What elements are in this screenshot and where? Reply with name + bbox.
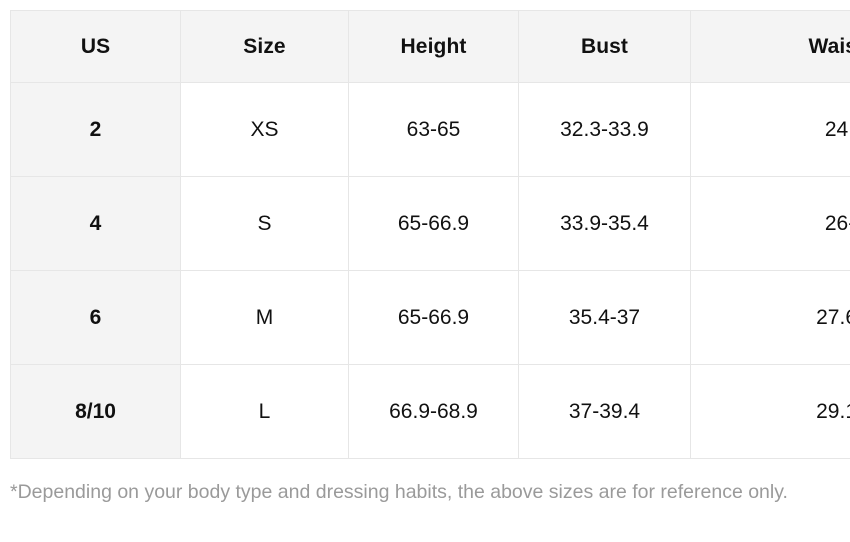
column-header-waist: Waist Size	[690, 10, 850, 83]
column-header-height: Height	[348, 10, 519, 83]
column-header-size: Size	[180, 10, 349, 83]
size-chart-header: US Size Height Bust Waist Size	[10, 10, 850, 83]
cell-bust: 32.3-33.9	[518, 82, 691, 177]
cell-height: 65-66.9	[348, 176, 519, 271]
cell-bust: 37-39.4	[518, 364, 691, 459]
cell-size: S	[180, 176, 349, 271]
cell-size: M	[180, 270, 349, 365]
table-header-row: US Size Height Bust Waist Size	[10, 10, 850, 83]
cell-waist: 29.1-31.5	[690, 364, 850, 459]
cell-us: 6	[10, 270, 181, 365]
column-header-us: US	[10, 10, 181, 83]
table-row: 2 XS 63-65 32.3-33.9 24.4-26	[10, 82, 850, 177]
cell-height: 65-66.9	[348, 270, 519, 365]
cell-size: L	[180, 364, 349, 459]
cell-bust: 35.4-37	[518, 270, 691, 365]
cell-waist: 24.4-26	[690, 82, 850, 177]
size-chart-container: US Size Height Bust Waist Size 2 XS 63-6…	[10, 10, 850, 459]
cell-us: 8/10	[10, 364, 181, 459]
cell-height: 66.9-68.9	[348, 364, 519, 459]
cell-bust: 33.9-35.4	[518, 176, 691, 271]
cell-waist: 27.6-29.1	[690, 270, 850, 365]
size-chart-body: 2 XS 63-65 32.3-33.9 24.4-26 4 S 65-66.9…	[10, 82, 850, 459]
cell-height: 63-65	[348, 82, 519, 177]
table-row: 4 S 65-66.9 33.9-35.4 26-27.6	[10, 176, 850, 271]
table-row: 6 M 65-66.9 35.4-37 27.6-29.1	[10, 270, 850, 365]
cell-us: 2	[10, 82, 181, 177]
column-header-bust: Bust	[518, 10, 691, 83]
size-chart-table: US Size Height Bust Waist Size 2 XS 63-6…	[10, 10, 850, 459]
size-chart-footnote: *Depending on your body type and dressin…	[10, 481, 788, 503]
table-row: 8/10 L 66.9-68.9 37-39.4 29.1-31.5	[10, 364, 850, 459]
cell-waist: 26-27.6	[690, 176, 850, 271]
cell-us: 4	[10, 176, 181, 271]
cell-size: XS	[180, 82, 349, 177]
